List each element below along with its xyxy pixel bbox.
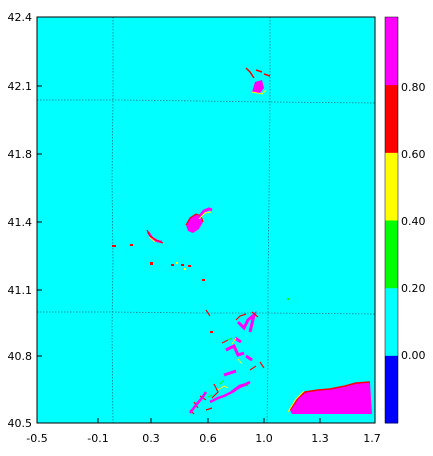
x-tick-label: 1.0: [255, 432, 273, 445]
boundary-lines: [37, 17, 376, 424]
patch-north-rim-yellow: [251, 89, 267, 95]
colorbar-label: 0.40: [401, 215, 426, 228]
colorbar-swatch: [385, 152, 398, 221]
patch-center-tail-edge: [198, 211, 212, 220]
x-tick-label: -0.5: [26, 432, 47, 445]
patch-south-chain: [223, 310, 257, 394]
colorbar-frame: [384, 16, 399, 424]
x-tick-labels: -0.5 -0.1 0.3 0.6 1.0 1.3 1.7: [26, 432, 380, 445]
colorbar-label: 0.00: [401, 349, 426, 362]
patch-south-chain-yellow: [195, 337, 243, 405]
scattered-dots: [112, 244, 289, 333]
boundary-line-west: [111, 17, 114, 424]
field-frame: [36, 16, 376, 424]
map-field: [36, 16, 376, 424]
colorbar-swatches: [385, 17, 398, 424]
colorbar: 0.80 0.60 0.40 0.20 0.00: [384, 16, 426, 424]
axis-ticks: [36, 16, 376, 424]
x-tick-label: 0.6: [199, 432, 217, 445]
field-background: [37, 17, 375, 423]
patches: [112, 67, 372, 415]
y-tick-label: 41.4: [8, 216, 33, 229]
y-tick-label: 41.8: [8, 148, 33, 161]
patch-southeast-edge: [289, 381, 371, 411]
boundary-line-north: [37, 99, 376, 104]
colorbar-swatch: [385, 17, 398, 86]
x-tick-label: -0.1: [87, 432, 108, 445]
patch-south-chain-green: [207, 337, 249, 398]
patch-west-cluster-rim: [146, 229, 164, 244]
patch-center-tail: [198, 207, 213, 217]
colorbar-swatch: [385, 287, 398, 356]
colorbar-swatch: [385, 220, 398, 289]
patch-west-cluster-yellow: [148, 236, 156, 243]
colorbar-swatch: [385, 355, 398, 424]
y-tick-label: 42.1: [8, 80, 33, 93]
colorbar-label: 0.60: [401, 148, 426, 161]
y-tick-label: 40.5: [8, 417, 33, 430]
patch-north-rim: [245, 67, 271, 79]
y-tick-label: 41.1: [8, 284, 33, 297]
x-tick-label: 1.3: [311, 432, 329, 445]
patch-southeast-edge-yellow: [287, 390, 305, 413]
y-tick-label: 40.8: [8, 350, 33, 363]
colorbar-labels: 0.80 0.60 0.40 0.20 0.00: [401, 81, 426, 362]
patch-southeast: [290, 382, 372, 414]
y-tick-label: 42.4: [8, 11, 33, 24]
patch-center-rim: [185, 213, 204, 226]
x-tick-label: 1.7: [363, 432, 381, 445]
colorbar-label: 0.80: [401, 81, 426, 94]
patch-south-chain-magenta: [189, 380, 251, 414]
boundary-line-south: [37, 311, 376, 315]
y-tick-labels: 42.4 42.1 41.8 41.4 41.1 40.8 40.5: [8, 11, 33, 430]
patch-north: [252, 80, 264, 93]
colorbar-label: 0.20: [401, 282, 426, 295]
x-tick-label: 0.3: [142, 432, 160, 445]
boundary-line-east: [266, 17, 271, 424]
colorbar-swatch: [385, 84, 398, 153]
